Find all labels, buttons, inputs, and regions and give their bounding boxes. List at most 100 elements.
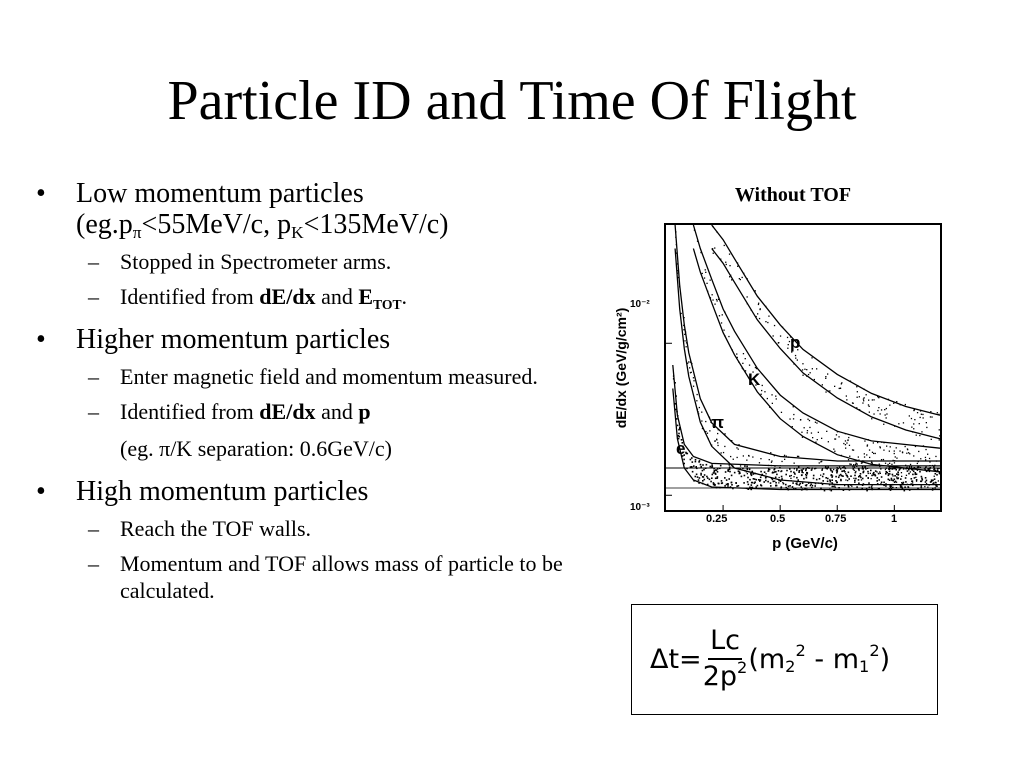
- scatter-point: [766, 397, 768, 400]
- scatter-point: [854, 479, 856, 482]
- scatter-point: [724, 445, 726, 448]
- scatter-point: [927, 468, 929, 470]
- scatter-point: [830, 474, 832, 477]
- scatter-point: [844, 484, 846, 487]
- scatter-point: [705, 420, 707, 423]
- scatter-point: [779, 480, 782, 482]
- scatter-point: [714, 303, 716, 305]
- scatter-point: [920, 458, 922, 460]
- scatter-point: [760, 470, 762, 473]
- scatter-point: [770, 452, 772, 454]
- scatter-point: [727, 485, 729, 487]
- scatter-point: [863, 400, 865, 402]
- scatter-point: [790, 474, 792, 477]
- scatter-point: [834, 450, 836, 452]
- scatter-point: [931, 416, 933, 418]
- scatter-point: [801, 470, 803, 472]
- scatter-point: [834, 486, 836, 488]
- scatter-point: [771, 472, 774, 474]
- scatter-point: [695, 473, 698, 476]
- scatter-point: [724, 477, 726, 479]
- axis-ticks: [666, 342, 895, 510]
- scatter-point: [750, 488, 753, 491]
- scatter-point: [862, 470, 865, 473]
- scatter-point: [804, 368, 806, 370]
- scatter-point: [699, 463, 702, 466]
- scatter-point: [874, 452, 876, 455]
- scatter-point: [814, 482, 817, 485]
- scatter-point: [854, 481, 856, 483]
- scatter-point: [765, 479, 767, 482]
- scatter-point: [692, 377, 695, 379]
- scatter-point: [922, 413, 924, 416]
- scatter-point: [747, 483, 750, 486]
- scatter-point: [817, 431, 819, 433]
- scatter-point: [803, 427, 805, 429]
- scatter-point: [861, 466, 864, 469]
- scatter-point: [789, 418, 791, 420]
- scatter-point: [853, 466, 856, 468]
- scatter-point: [913, 423, 915, 425]
- scatter-point: [712, 483, 715, 486]
- dash: –: [88, 551, 99, 576]
- scatter-point: [889, 462, 891, 464]
- scatter-point: [870, 486, 873, 488]
- scatter-point: [715, 469, 718, 471]
- scatter-point: [732, 458, 734, 460]
- scatter-point: [675, 408, 677, 411]
- scatter-point: [689, 361, 692, 363]
- scatter-point: [872, 442, 874, 444]
- scatter-point: [911, 426, 913, 428]
- scatter-point: [698, 482, 700, 484]
- scatter-point: [853, 469, 855, 471]
- scatter-point: [861, 462, 863, 464]
- scatter-point: [767, 321, 769, 324]
- scatter-point: [746, 473, 748, 475]
- scatter-point: [888, 488, 891, 490]
- scatter-point: [815, 441, 817, 443]
- scatter-point: [822, 480, 824, 482]
- dash: –: [88, 284, 99, 309]
- scatter-point: [839, 387, 842, 389]
- scatter-point: [867, 477, 869, 479]
- scatter-point: [866, 445, 868, 447]
- scatter-point: [835, 434, 838, 436]
- scatter-point: [774, 476, 777, 479]
- scatter-point: [934, 472, 937, 475]
- band-curve-e: [672, 388, 940, 491]
- scatter-point: [831, 485, 834, 488]
- scatter-point: [755, 367, 758, 370]
- scatter-point: [925, 483, 928, 485]
- scatter-point: [710, 480, 712, 483]
- x-axis-label: p (GeV/c): [772, 535, 838, 552]
- scatter-point: [812, 474, 815, 477]
- scatter-point: [825, 376, 827, 378]
- scatter-point: [916, 412, 919, 414]
- scatter-point: [844, 444, 847, 446]
- scatter-point: [787, 347, 789, 349]
- scatter-point: [856, 396, 858, 398]
- scatter-point: [861, 467, 864, 470]
- scatter-point: [788, 340, 791, 343]
- scatter-point: [806, 432, 808, 434]
- scatter-point: [833, 485, 835, 488]
- scatter-point: [896, 476, 898, 478]
- scatter-point: [772, 480, 775, 483]
- scatter-point: [898, 469, 900, 471]
- scatter-point: [713, 467, 715, 470]
- scatter-point: [796, 359, 798, 361]
- scatter-point: [800, 486, 803, 488]
- scatter-point: [921, 431, 923, 433]
- scatter-point: [767, 470, 770, 472]
- scatter-point: [825, 391, 827, 393]
- scatter-point: [925, 479, 928, 482]
- scatter-point: [765, 321, 767, 323]
- scatter-point: [852, 449, 855, 451]
- scatter-point: [709, 279, 711, 281]
- scatter-point: [802, 374, 804, 376]
- scatter-point: [706, 432, 709, 434]
- scatter-point: [695, 466, 697, 468]
- scatter-point: [780, 475, 783, 478]
- scatter-point: [883, 481, 885, 484]
- plot-frame: [664, 223, 942, 512]
